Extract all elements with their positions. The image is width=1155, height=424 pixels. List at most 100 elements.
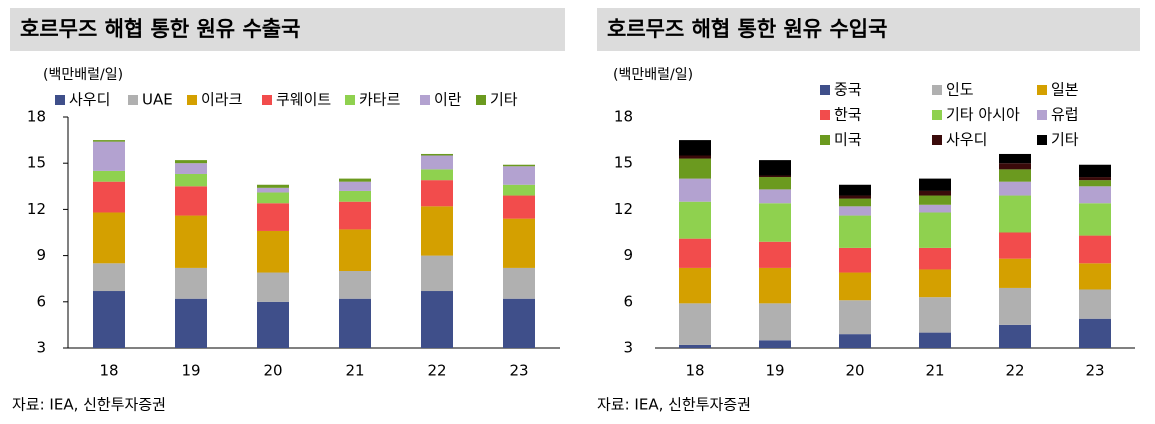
legend-swatch	[476, 95, 486, 105]
bar-segment	[999, 232, 1031, 259]
bar-segment	[503, 166, 535, 185]
chart-title: 호르무즈 해협 통한 원유 수출국	[20, 17, 300, 41]
bar-segment	[919, 297, 951, 333]
legend-label: 기타	[1051, 131, 1079, 149]
legend-swatch	[420, 95, 430, 105]
x-tick-label: 22	[427, 362, 446, 380]
bar-segment	[1079, 263, 1111, 290]
bar-segment	[759, 340, 791, 348]
bar-segment	[1079, 203, 1111, 236]
bar-segment	[759, 241, 791, 268]
legend-label: 인도	[946, 81, 974, 99]
bar-segment	[919, 212, 951, 248]
x-tick-label: 21	[925, 362, 944, 380]
legend-label: 이란	[434, 91, 462, 109]
legend-swatch	[262, 95, 272, 105]
source: 자료: IEA, 신한투자증권	[12, 396, 166, 414]
bar-segment	[257, 230, 289, 273]
legend-label: 기타 아시아	[946, 106, 1020, 124]
x-tick-label: 19	[181, 362, 200, 380]
y-tick-label: 12	[614, 200, 633, 218]
bar-segment	[1079, 318, 1111, 348]
title-band	[10, 8, 565, 51]
legend-label: UAE	[142, 91, 173, 109]
legend-label: 일본	[1051, 81, 1079, 99]
legend-swatch	[55, 95, 65, 105]
bar-segment	[999, 258, 1031, 288]
bar-segment	[339, 298, 371, 348]
legend-label: 유럽	[1051, 106, 1079, 124]
bar-segment	[93, 263, 125, 292]
y-tick-label: 3	[623, 339, 633, 357]
y-tick-label: 15	[614, 154, 633, 172]
bar-segment	[679, 158, 711, 179]
bar-segment	[679, 303, 711, 345]
legend-label: 사우디	[946, 131, 987, 149]
bar-segment	[339, 181, 371, 191]
bar-segment	[919, 332, 951, 348]
bar-segment	[919, 178, 951, 191]
legend-swatch	[345, 95, 355, 105]
x-tick-label: 19	[765, 362, 784, 380]
bar-segment	[421, 206, 453, 256]
y-tick-label: 18	[614, 108, 633, 126]
bar-segment	[999, 195, 1031, 233]
legend-swatch	[820, 135, 830, 145]
bar-segment	[839, 195, 871, 199]
bar-segment	[339, 229, 371, 271]
x-tick-label: 22	[1005, 362, 1024, 380]
bar-segment	[679, 178, 711, 202]
bar-segment	[999, 169, 1031, 182]
legend-swatch	[128, 95, 138, 105]
bar-segment	[759, 160, 791, 176]
legend-label: 이라크	[201, 91, 242, 109]
bar-segment	[257, 301, 289, 348]
legend-swatch	[1037, 135, 1047, 145]
bar-segment	[339, 178, 371, 182]
bar-segment	[839, 198, 871, 207]
y-tick-label: 9	[36, 246, 46, 264]
bar-segment	[679, 344, 711, 348]
x-tick-label: 20	[263, 362, 282, 380]
bar-segment	[759, 189, 791, 204]
bar-segment	[679, 238, 711, 268]
x-tick-label: 23	[509, 362, 528, 380]
bar-segment	[339, 271, 371, 299]
bar-segment	[93, 140, 125, 142]
y-tick-label: 6	[623, 292, 633, 310]
bar-segment	[679, 201, 711, 239]
bar-segment	[919, 190, 951, 196]
legend-swatch	[932, 135, 942, 145]
bar-segment	[175, 298, 207, 348]
bar-segment	[175, 173, 207, 187]
x-tick-label: 21	[345, 362, 364, 380]
x-tick-label: 18	[99, 362, 118, 380]
bar-segment	[421, 291, 453, 348]
source: 자료: IEA, 신한투자증권	[597, 396, 751, 414]
legend-swatch	[820, 110, 830, 120]
bar-segment	[503, 195, 535, 219]
bar-segment	[839, 206, 871, 216]
bar-segment	[421, 255, 453, 292]
legend-label: 중국	[834, 81, 862, 99]
legend-swatch	[1037, 110, 1047, 120]
legend-label: 기타	[490, 91, 518, 109]
bar-segment	[759, 175, 791, 178]
bar-segment	[421, 180, 453, 207]
bar-segment	[759, 303, 791, 341]
bar-segment	[503, 164, 535, 167]
bar-segment	[503, 218, 535, 268]
bar-segment	[999, 287, 1031, 325]
bar-segment	[1079, 180, 1111, 187]
y-tick-label: 3	[36, 339, 46, 357]
bar-segment	[759, 203, 791, 242]
bar-segment	[503, 184, 535, 196]
legend-label: 사우디	[69, 91, 110, 109]
bar-segment	[839, 247, 871, 273]
bar-segment	[999, 324, 1031, 348]
legend-label: 쿠웨이트	[276, 91, 331, 109]
unit-label: (백만배럴/일)	[43, 67, 123, 83]
bar-segment	[175, 215, 207, 268]
title-band	[597, 8, 1140, 51]
